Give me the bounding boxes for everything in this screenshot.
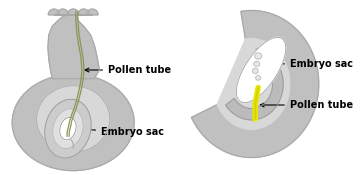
Polygon shape — [48, 9, 98, 15]
Ellipse shape — [12, 74, 134, 171]
Text: Pollen tube: Pollen tube — [260, 100, 353, 110]
Polygon shape — [191, 10, 319, 158]
Polygon shape — [45, 99, 91, 158]
Polygon shape — [48, 14, 99, 79]
Ellipse shape — [254, 61, 260, 66]
Text: Pollen tube: Pollen tube — [85, 65, 171, 75]
Ellipse shape — [255, 53, 262, 59]
Ellipse shape — [37, 86, 110, 152]
Polygon shape — [217, 38, 290, 130]
Text: Embryo sac: Embryo sac — [74, 127, 164, 137]
Ellipse shape — [256, 76, 261, 80]
Polygon shape — [60, 117, 76, 140]
Polygon shape — [53, 109, 83, 148]
Ellipse shape — [252, 68, 258, 74]
Polygon shape — [226, 49, 283, 120]
Polygon shape — [236, 37, 286, 103]
Text: Embryo sac: Embryo sac — [269, 59, 353, 69]
